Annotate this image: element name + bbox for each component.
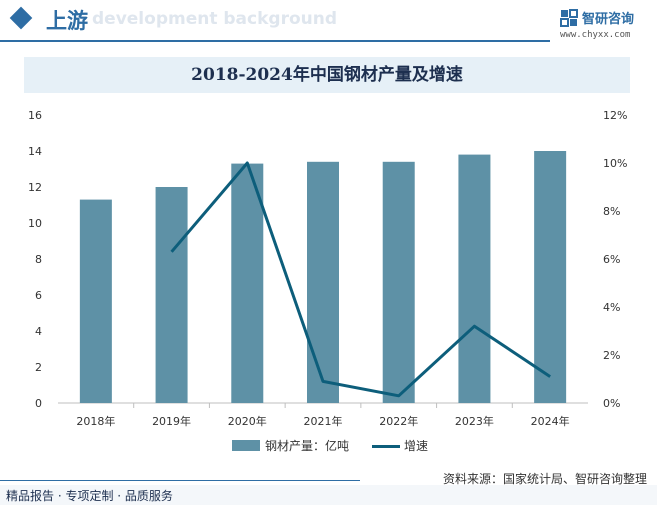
x-tick-label: 2021年 <box>304 414 343 428</box>
section-title: 上游 <box>46 9 88 33</box>
chart: 0 2 4 6 8 10 12 14 16 0% 2% 4% 6% 8% 10% 12% 2018年 2019年 2… <box>28 109 627 428</box>
brand-url: www.chyxx.com <box>560 30 631 40</box>
y-right-tick-label: 6% <box>603 253 620 266</box>
legend-line-swatch <box>372 445 400 448</box>
chart-title-box: 2018-2024年中国钢材产量及增速 <box>24 57 630 93</box>
y-left-tick-label: 12 <box>28 181 42 194</box>
y-right-tick-label: 4% <box>603 301 620 314</box>
y-left-tick-label: 16 <box>28 109 42 122</box>
background-watermark-text: development background <box>92 9 338 29</box>
x-tick-label: 2023年 <box>455 414 494 428</box>
y-right-tick-label: 2% <box>603 349 620 362</box>
brand-name: 智研咨询 <box>582 12 635 27</box>
bar <box>155 187 188 403</box>
x-tick-label: 2024年 <box>531 414 570 428</box>
legend-bar-swatch <box>232 440 260 451</box>
y-right-tick-label: 8% <box>603 205 620 218</box>
y-left-tick-label: 2 <box>35 361 42 374</box>
diamond-icon <box>9 6 33 30</box>
y-right-tick-label: 12% <box>603 109 627 122</box>
y-left-tick-label: 10 <box>28 217 42 230</box>
y-left-tick-label: 14 <box>28 145 42 158</box>
chart-title: 2018-2024年中国钢材产量及增速 <box>191 65 463 85</box>
y-left-tick-label: 6 <box>35 289 42 302</box>
footer-divider <box>0 480 360 481</box>
bar <box>382 161 415 403</box>
brand-logo-icon <box>560 9 578 27</box>
y-right-tick-label: 0% <box>603 397 620 410</box>
header-divider <box>0 40 550 42</box>
x-tick-label: 2018年 <box>76 414 115 428</box>
growth-line <box>170 161 551 398</box>
legend-bar-label: 钢材产量：亿吨 <box>265 439 350 453</box>
footer-slogan: 精品报告 · 专项定制 · 品质服务 <box>6 489 173 503</box>
legend: 钢材产量：亿吨 增速 <box>0 436 657 456</box>
bar <box>231 163 264 403</box>
x-tick-label: 2020年 <box>228 414 267 428</box>
brand: 智研咨询 www.chyxx.com <box>560 9 650 41</box>
bar <box>534 151 567 403</box>
bar <box>458 154 491 403</box>
y-left-tick-label: 0 <box>35 397 42 410</box>
source-note: 资料来源：国家统计局、智研咨询整理 <box>442 472 647 486</box>
legend-line-label: 增速 <box>404 439 429 453</box>
x-tick-label: 2022年 <box>379 414 418 428</box>
footer: 精品报告 · 专项定制 · 品质服务 <box>0 485 657 505</box>
x-tick-label: 2019年 <box>152 414 191 428</box>
bar <box>307 161 339 403</box>
header: development background 上游 智研咨询 www.chyxx… <box>0 0 657 44</box>
y-right-tick-label: 10% <box>603 157 627 170</box>
y-left-tick-label: 8 <box>35 253 42 266</box>
y-left-tick-label: 4 <box>35 325 42 338</box>
bar <box>79 199 112 403</box>
